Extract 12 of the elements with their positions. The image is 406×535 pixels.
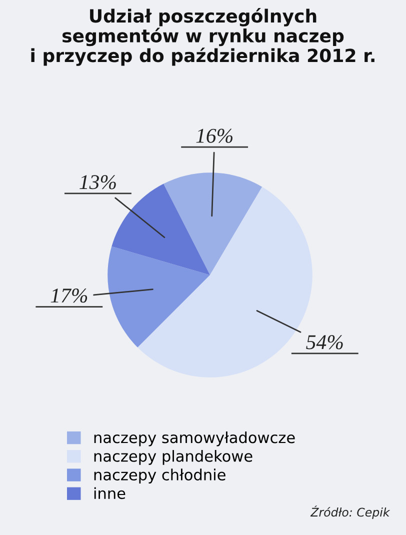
data-label: 17%: [50, 288, 88, 303]
chart-title: Udział poszczególnych segmentów w rynku naczep i przyczep do października 2012 r.: [31, 8, 374, 66]
data-label: 54%: [306, 335, 343, 350]
legend-label: naczepy samowyładowcze: [94, 431, 295, 446]
data-label: 16%: [196, 128, 232, 143]
text: Źródło: Cepik: [310, 506, 390, 519]
legend-label: naczepy chłodnie: [94, 468, 226, 484]
data-label: 13%: [80, 175, 116, 190]
legend-label: naczepy plandekowe: [94, 450, 252, 465]
pie-slice: [108, 246, 210, 348]
legend-label: inne: [94, 487, 126, 500]
pie-slice: [164, 172, 262, 275]
